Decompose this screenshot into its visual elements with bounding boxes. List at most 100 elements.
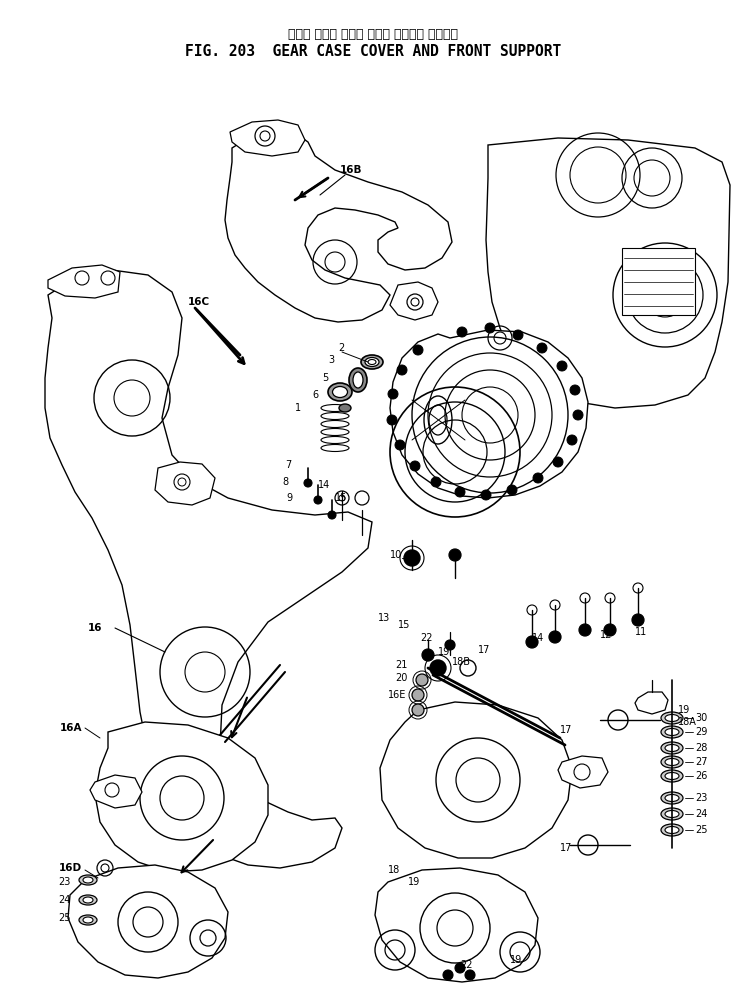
Ellipse shape [661, 712, 683, 724]
Circle shape [465, 970, 475, 980]
Ellipse shape [361, 355, 383, 369]
Circle shape [443, 970, 453, 980]
Circle shape [304, 479, 312, 487]
Text: 22: 22 [420, 633, 433, 643]
Polygon shape [635, 692, 668, 714]
Text: 14: 14 [532, 633, 545, 643]
Ellipse shape [661, 726, 683, 738]
Circle shape [557, 361, 567, 371]
Polygon shape [45, 270, 372, 868]
Text: 18: 18 [388, 865, 400, 875]
Text: 20: 20 [395, 673, 407, 683]
Text: 24: 24 [695, 809, 707, 819]
Circle shape [567, 435, 577, 445]
Ellipse shape [661, 756, 683, 768]
Text: 3: 3 [328, 355, 334, 365]
Polygon shape [390, 282, 438, 320]
Text: 28: 28 [695, 743, 707, 753]
Text: 6: 6 [312, 390, 318, 400]
Circle shape [455, 963, 465, 973]
Text: 23: 23 [58, 877, 70, 887]
Ellipse shape [661, 792, 683, 804]
Ellipse shape [665, 728, 679, 735]
Circle shape [412, 689, 424, 701]
Text: 10: 10 [390, 550, 402, 560]
Circle shape [395, 440, 405, 450]
Text: 11: 11 [635, 627, 647, 637]
Text: 19: 19 [408, 877, 421, 887]
Text: 15: 15 [335, 493, 347, 503]
Circle shape [570, 385, 580, 395]
Text: 17: 17 [478, 645, 490, 655]
Text: 16D: 16D [59, 863, 82, 873]
Circle shape [526, 636, 538, 648]
Circle shape [481, 490, 491, 500]
Ellipse shape [665, 773, 679, 780]
Polygon shape [95, 722, 268, 872]
Ellipse shape [661, 824, 683, 836]
Text: 5: 5 [322, 373, 328, 383]
Text: 19: 19 [509, 955, 522, 965]
Polygon shape [558, 756, 608, 788]
Text: 16: 16 [88, 623, 102, 633]
Text: 14: 14 [318, 480, 330, 490]
Ellipse shape [79, 875, 97, 885]
Ellipse shape [365, 358, 379, 367]
Polygon shape [68, 865, 228, 978]
Text: 25: 25 [695, 825, 707, 835]
Ellipse shape [665, 744, 679, 751]
Circle shape [422, 649, 434, 661]
Text: 16A: 16A [60, 723, 82, 733]
Circle shape [485, 323, 495, 333]
Ellipse shape [79, 915, 97, 925]
Circle shape [431, 477, 441, 487]
Ellipse shape [665, 715, 679, 722]
Circle shape [397, 365, 407, 375]
Circle shape [410, 461, 420, 471]
Polygon shape [486, 138, 730, 408]
Text: 16E: 16E [388, 690, 406, 700]
Circle shape [449, 549, 461, 561]
Ellipse shape [349, 368, 367, 392]
Circle shape [404, 550, 420, 566]
Ellipse shape [79, 895, 97, 905]
Circle shape [445, 640, 455, 650]
Circle shape [604, 624, 616, 636]
Ellipse shape [83, 877, 93, 883]
Circle shape [328, 511, 336, 519]
Circle shape [314, 496, 322, 504]
Text: 2: 2 [338, 343, 344, 353]
Circle shape [416, 674, 428, 686]
Text: 7: 7 [285, 460, 291, 470]
Text: 18A: 18A [678, 717, 697, 727]
Ellipse shape [332, 386, 347, 397]
Text: 26: 26 [695, 771, 707, 781]
Circle shape [537, 343, 547, 353]
Circle shape [387, 415, 397, 425]
Polygon shape [375, 868, 538, 982]
Ellipse shape [83, 897, 93, 903]
Text: 17: 17 [560, 725, 572, 735]
Ellipse shape [665, 811, 679, 818]
Text: 15: 15 [550, 633, 562, 643]
Circle shape [533, 473, 543, 483]
Circle shape [549, 631, 561, 643]
Polygon shape [230, 120, 305, 156]
Polygon shape [622, 248, 695, 315]
Ellipse shape [661, 770, 683, 782]
Text: 29: 29 [695, 727, 707, 737]
Text: 18B: 18B [452, 657, 471, 667]
Ellipse shape [83, 917, 93, 923]
Circle shape [579, 624, 591, 636]
Circle shape [412, 704, 424, 716]
Text: 12: 12 [600, 630, 613, 640]
Polygon shape [380, 702, 572, 858]
Ellipse shape [328, 383, 352, 401]
Circle shape [632, 614, 644, 626]
Ellipse shape [661, 808, 683, 820]
Polygon shape [155, 462, 215, 505]
Text: FIG. 203  GEAR CASE COVER AND FRONT SUPPORT: FIG. 203 GEAR CASE COVER AND FRONT SUPPO… [185, 44, 561, 60]
Text: 24: 24 [58, 895, 70, 905]
Text: 1: 1 [295, 403, 301, 413]
Ellipse shape [665, 827, 679, 834]
